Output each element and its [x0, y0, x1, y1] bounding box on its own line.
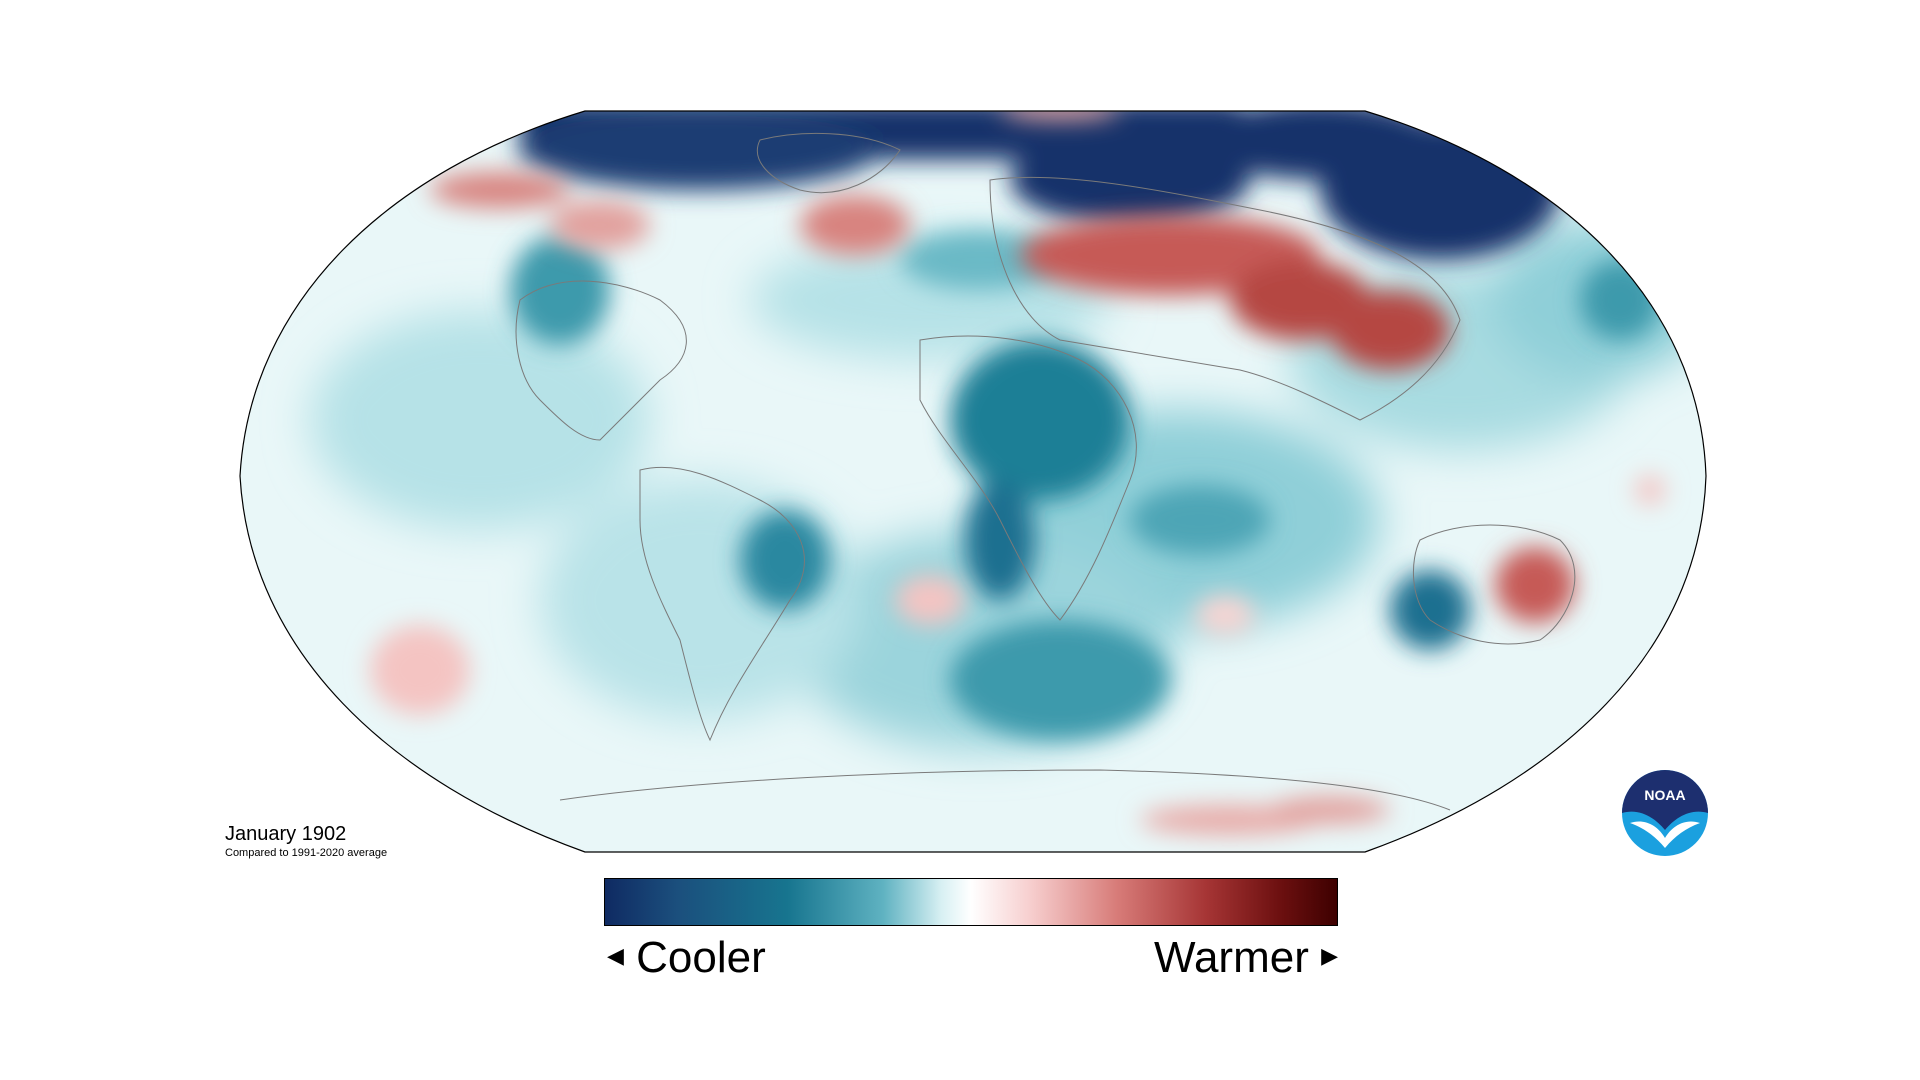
map-caption: January 1902 Compared to 1991-2020 avera… [225, 822, 387, 860]
cool-regions [510, 230, 1660, 740]
caption-title: January 1902 [225, 823, 347, 845]
map-border [239, 110, 1707, 853]
anomaly-field [240, 111, 1706, 852]
deep-cool-regions [520, 111, 1560, 260]
cooler-text: Cooler [636, 933, 766, 982]
noaa-logo-top [1622, 770, 1708, 830]
noaa-bird-icon [1630, 821, 1700, 848]
noaa-logo: NOAA [1622, 770, 1708, 856]
cooler-label: ◀ Cooler [607, 932, 766, 986]
warmer-text: Warmer [1154, 933, 1309, 982]
caption-subtitle: Compared to 1991-2020 average [225, 847, 388, 859]
warmer-label: Warmer ▶ [1154, 932, 1338, 986]
colorbar-frame [604, 878, 1338, 926]
left-triangle-icon: ◀ [607, 943, 624, 969]
colorbar-gradient [604, 878, 1338, 926]
noaa-logo-text: NOAA [1644, 787, 1685, 803]
warm-regions [370, 111, 1665, 835]
right-triangle-icon: ▶ [1321, 943, 1338, 969]
coastlines [515, 132, 1576, 811]
